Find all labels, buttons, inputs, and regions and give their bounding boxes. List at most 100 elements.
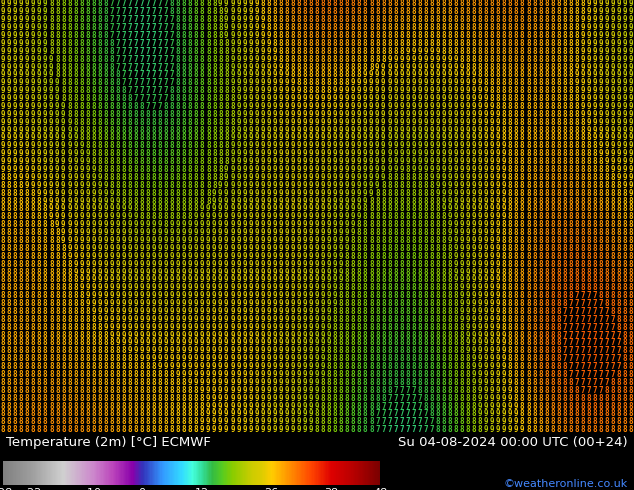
Text: 8: 8 [339,47,344,56]
Text: 8: 8 [502,260,507,269]
Text: 8: 8 [13,275,17,284]
Text: 9: 9 [399,110,404,119]
Text: 9: 9 [278,362,283,371]
Bar [195,461,197,486]
Text: 7: 7 [574,323,579,332]
Text: 9: 9 [146,307,150,316]
Text: 8: 8 [460,362,464,371]
Text: 8: 8 [424,401,428,411]
Text: 8: 8 [375,331,380,340]
Text: 8: 8 [574,165,579,174]
Text: 9: 9 [134,268,138,276]
Bar [282,461,283,486]
Text: 8: 8 [67,346,72,355]
Text: 9: 9 [242,220,247,229]
Text: 7: 7 [139,54,144,64]
Text: 8: 8 [387,196,392,206]
Text: 8: 8 [97,370,102,379]
Text: 8: 8 [562,260,567,269]
Text: 8: 8 [623,204,627,214]
Text: 9: 9 [61,236,66,245]
Text: 8: 8 [176,7,181,16]
Text: 9: 9 [261,102,265,111]
Text: 8: 8 [532,299,537,308]
Text: 9: 9 [375,118,380,127]
Text: 8: 8 [538,252,543,261]
Text: 9: 9 [230,149,235,158]
Text: 9: 9 [327,299,332,308]
Text: 9: 9 [31,31,36,40]
Text: 8: 8 [375,370,380,379]
Text: 9: 9 [49,133,54,143]
Text: 8: 8 [496,15,500,24]
Text: 8: 8 [411,307,416,316]
Bar [355,461,356,486]
Text: 8: 8 [13,220,17,229]
Text: 8: 8 [405,339,410,347]
Text: 8: 8 [321,0,325,8]
Text: 9: 9 [19,7,23,16]
Text: 8: 8 [520,47,524,56]
Text: 8: 8 [568,149,573,158]
Text: 8: 8 [429,0,434,8]
Text: 8: 8 [122,378,126,387]
Text: 9: 9 [417,118,422,127]
Text: 9: 9 [477,378,482,387]
Text: 9: 9 [285,315,289,324]
Text: 8: 8 [526,260,531,269]
Text: 8: 8 [309,7,313,16]
Text: 7: 7 [375,410,380,418]
Text: 9: 9 [97,236,102,245]
Text: 9: 9 [460,268,464,276]
Text: 8: 8 [182,71,186,79]
Text: 9: 9 [249,386,253,395]
Text: 8: 8 [170,212,174,221]
Text: 9: 9 [448,125,452,135]
Text: 8: 8 [574,39,579,48]
Text: 8: 8 [617,393,621,403]
Text: 8: 8 [152,149,157,158]
Text: 8: 8 [490,63,495,72]
Text: 8: 8 [532,204,537,214]
Text: 8: 8 [508,252,512,261]
Text: 8: 8 [339,7,344,16]
Text: 9: 9 [339,118,344,127]
Text: 9: 9 [411,86,416,95]
Text: 8: 8 [363,291,368,300]
Text: 8: 8 [200,173,205,182]
Text: 9: 9 [249,331,253,340]
Text: 8: 8 [212,31,217,40]
Text: 8: 8 [290,23,295,32]
Text: 7: 7 [170,78,174,87]
Text: 8: 8 [532,331,537,340]
Text: 8: 8 [67,378,72,387]
Text: 8: 8 [556,102,561,111]
Text: 9: 9 [411,102,416,111]
Bar [48,461,49,486]
Text: 8: 8 [13,252,17,261]
Text: 9: 9 [448,204,452,214]
Text: 8: 8 [532,7,537,16]
Text: 9: 9 [453,268,458,276]
Text: 9: 9 [436,133,440,143]
Text: 8: 8 [314,417,320,426]
Text: 8: 8 [67,7,72,16]
Text: 7: 7 [562,346,567,355]
Text: 9: 9 [158,244,162,253]
Text: 9: 9 [448,236,452,245]
Text: 8: 8 [405,204,410,214]
Text: 8: 8 [460,23,464,32]
Text: 9: 9 [230,401,235,411]
Text: 9: 9 [399,149,404,158]
Text: 8: 8 [73,307,78,316]
Bar [344,461,346,486]
Text: 9: 9 [37,78,42,87]
Text: 8: 8 [429,401,434,411]
Text: 8: 8 [200,110,205,119]
Text: 9: 9 [490,275,495,284]
Text: 8: 8 [7,346,11,355]
Text: 8: 8 [550,228,555,237]
Text: 9: 9 [604,102,609,111]
Text: 7: 7 [158,71,162,79]
Text: 9: 9 [297,125,301,135]
